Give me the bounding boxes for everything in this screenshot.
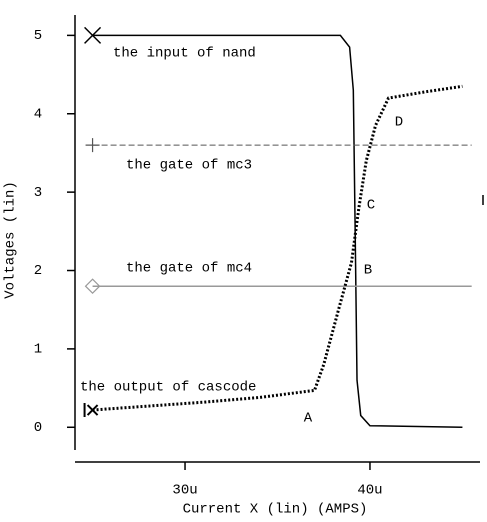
annotation: A [304,411,313,427]
x-axis-label: Current X (lin) (AMPS) [183,502,368,518]
y-tick-label: 2 [34,263,42,279]
y-tick-label: 1 [34,342,42,358]
y-tick-label: 5 [34,28,42,44]
annotation: C [367,198,375,214]
series-name: the gate of mc4 [126,261,252,277]
marker [84,26,102,44]
series-name: the input of nand [113,46,256,62]
y-tick-label: 4 [34,106,42,122]
x-tick-label: 30u [172,483,197,499]
y-axis-label: Voltages (lin) [3,181,19,299]
marker [83,403,99,418]
annotation: D [395,115,403,131]
marker [85,138,100,153]
series-line [92,34,463,429]
y-tick-label: 0 [34,420,42,436]
x-tick-label: 40u [357,483,382,499]
y-tick-label: 3 [34,185,42,201]
annotation: B [364,263,372,279]
series-name: the gate of mc3 [126,158,252,174]
series-line [92,84,463,412]
marker [84,278,101,295]
series-name: the output of cascode [80,380,256,396]
